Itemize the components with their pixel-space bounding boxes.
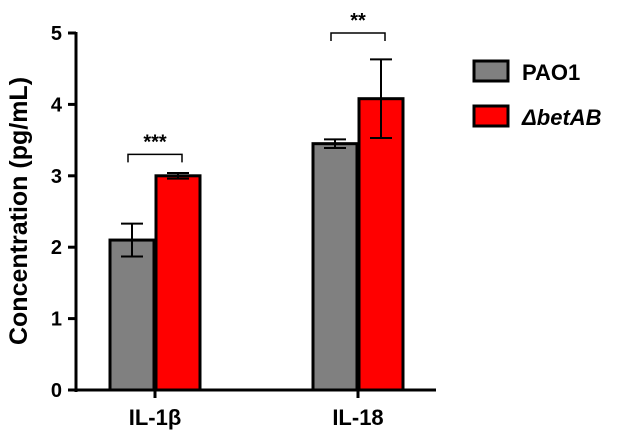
- y-tick-label: 1: [51, 309, 62, 331]
- legend: PAO1 ΔbetAB: [472, 59, 602, 130]
- bar: [154, 174, 202, 392]
- legend-label: ΔbetAB: [521, 105, 602, 130]
- y-tick-label: 5: [51, 23, 62, 45]
- x-tick-label: IL-18: [332, 405, 383, 430]
- y-tick-label: 4: [51, 94, 63, 116]
- y-tick-label: 3: [51, 166, 62, 188]
- bar: [357, 97, 405, 392]
- legend-swatch: [472, 59, 510, 83]
- significance-label: ***: [143, 131, 167, 153]
- x-tick-label: IL-1β: [129, 405, 182, 430]
- chart-bars: [108, 58, 405, 392]
- significance-label: **: [350, 10, 366, 32]
- y-axis-label: Concentration (pg/mL): [5, 77, 33, 345]
- significance-bracket: [127, 153, 183, 163]
- significance-bracket: [330, 32, 386, 41]
- bar: [108, 238, 156, 392]
- y-tick-label: 2: [51, 237, 62, 259]
- legend-swatch: [472, 104, 510, 128]
- significance-markers: *****: [127, 10, 386, 163]
- y-tick-label: 0: [51, 380, 62, 402]
- bar: [311, 142, 359, 392]
- legend-label: PAO1: [522, 60, 580, 85]
